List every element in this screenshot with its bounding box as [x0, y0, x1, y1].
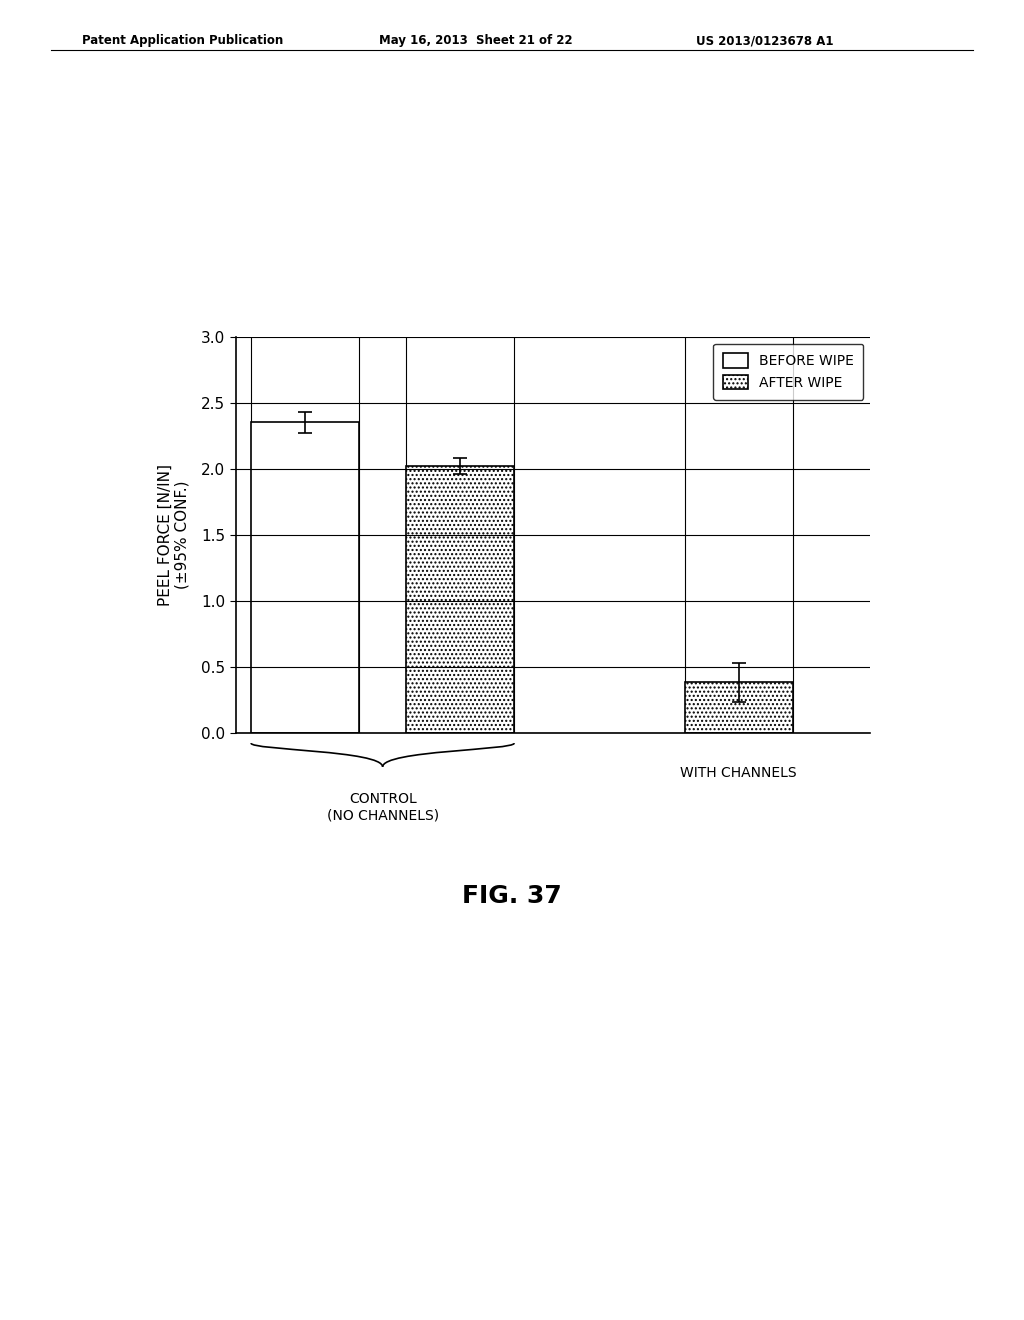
- Text: WITH CHANNELS: WITH CHANNELS: [681, 766, 797, 780]
- Text: Patent Application Publication: Patent Application Publication: [82, 34, 284, 48]
- Text: May 16, 2013  Sheet 21 of 22: May 16, 2013 Sheet 21 of 22: [379, 34, 572, 48]
- Text: US 2013/0123678 A1: US 2013/0123678 A1: [696, 34, 834, 48]
- Legend: BEFORE WIPE, AFTER WIPE: BEFORE WIPE, AFTER WIPE: [713, 343, 863, 400]
- Bar: [685, 682, 793, 733]
- Bar: [251, 422, 359, 733]
- Bar: [406, 466, 514, 733]
- Text: CONTROL
(NO CHANNELS): CONTROL (NO CHANNELS): [327, 792, 438, 822]
- Text: FIG. 37: FIG. 37: [462, 884, 562, 908]
- Y-axis label: PEEL FORCE [N/IN]
(±95% CONF.): PEEL FORCE [N/IN] (±95% CONF.): [158, 463, 189, 606]
